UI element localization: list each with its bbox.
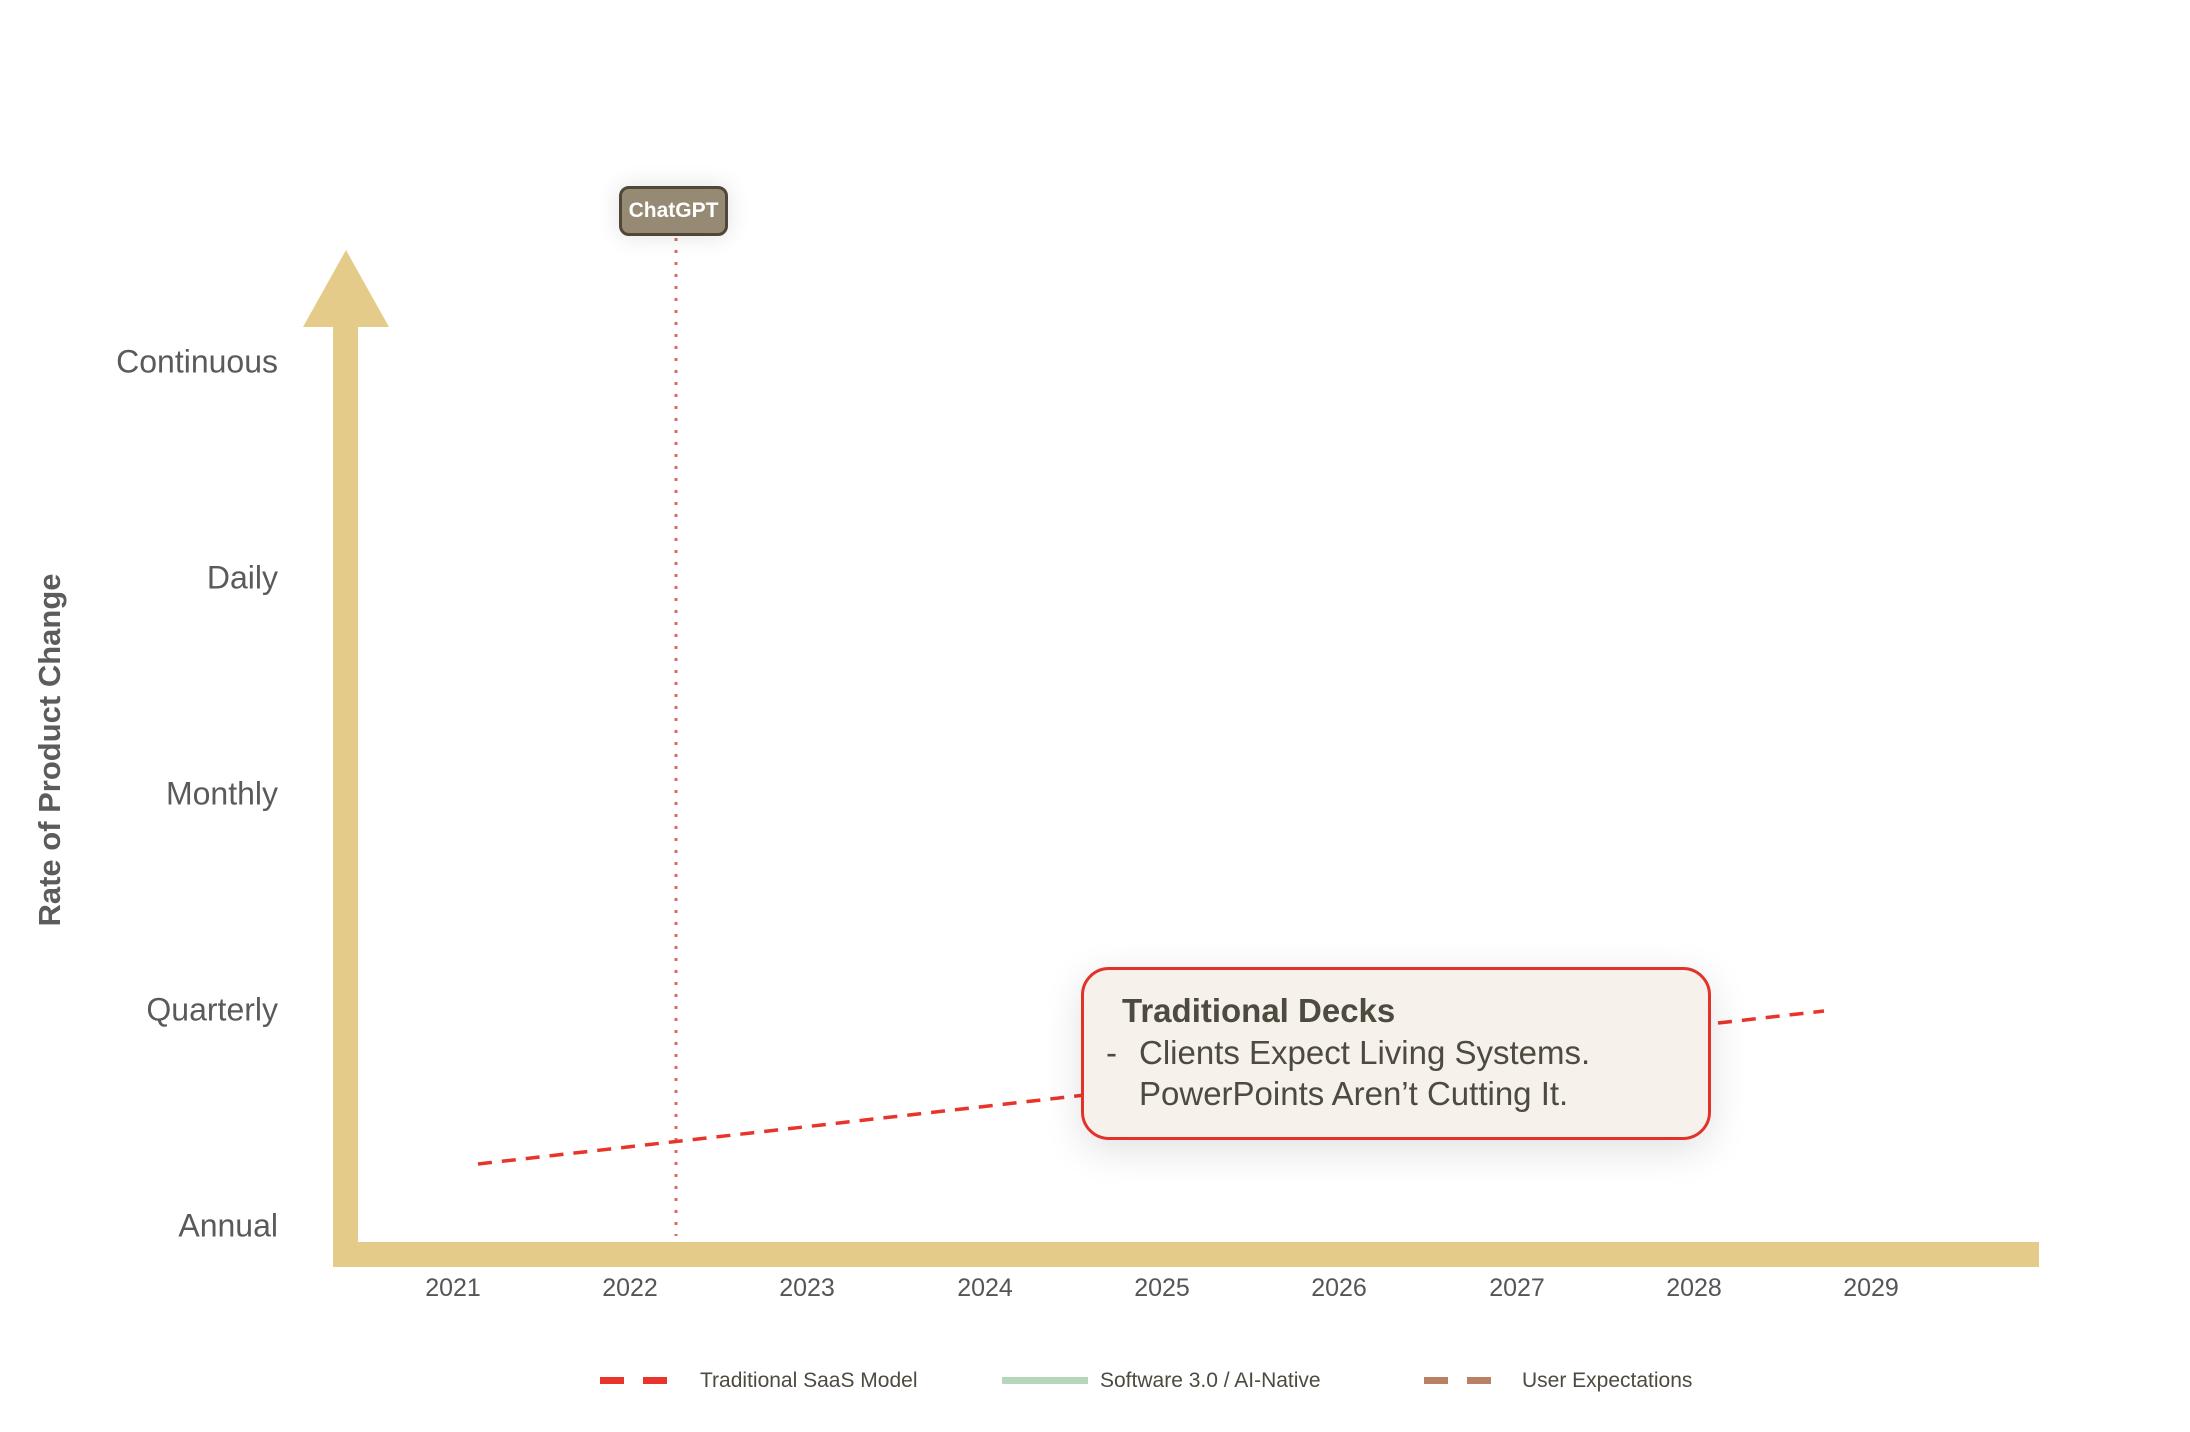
x-axis-bar bbox=[333, 1242, 2039, 1267]
x-label-2024: 2024 bbox=[957, 1274, 1013, 1302]
x-label-2029: 2029 bbox=[1843, 1274, 1899, 1302]
x-label-2022: 2022 bbox=[602, 1274, 658, 1302]
legend-label: Traditional SaaS Model bbox=[700, 1369, 918, 1392]
legend-item-software-3-ai-native[interactable]: Software 3.0 / AI-Native bbox=[1002, 1366, 1321, 1396]
x-label-2026: 2026 bbox=[1311, 1274, 1367, 1302]
solid-line-swatch-icon bbox=[1002, 1377, 1088, 1384]
legend-item-traditional-saas[interactable]: Traditional SaaS Model bbox=[600, 1366, 918, 1396]
y-label-daily: Daily bbox=[206, 559, 278, 596]
chatgpt-marker-label: ChatGPT bbox=[619, 186, 728, 236]
traditional-decks-callout: Traditional Decks - Clients Expect Livin… bbox=[1081, 967, 1711, 1140]
dashed-line-swatch-icon bbox=[600, 1377, 667, 1384]
x-label-2023: 2023 bbox=[779, 1274, 835, 1302]
legend-label: User Expectations bbox=[1522, 1369, 1693, 1392]
legend-label: Software 3.0 / AI-Native bbox=[1100, 1369, 1321, 1392]
y-label-monthly: Monthly bbox=[165, 775, 278, 812]
y-label-annual: Annual bbox=[178, 1207, 278, 1244]
dashed-line-swatch-icon bbox=[1424, 1377, 1491, 1384]
y-label-continuous: Continuous bbox=[116, 343, 278, 380]
legend-item-user-expectations[interactable]: User Expectations bbox=[1424, 1366, 1692, 1396]
callout-line-1: Clients Expect Living Systems. bbox=[1139, 1034, 1591, 1071]
x-label-2027: 2027 bbox=[1489, 1274, 1545, 1302]
x-label-2021: 2021 bbox=[425, 1274, 481, 1302]
y-axis-arrow bbox=[303, 250, 389, 1267]
callout-line-2: PowerPoints Aren’t Cutting It. bbox=[1139, 1075, 1569, 1112]
callout-bullet: - bbox=[1106, 1034, 1117, 1071]
x-label-2028: 2028 bbox=[1666, 1274, 1722, 1302]
callout-title: Traditional Decks bbox=[1122, 992, 1396, 1029]
y-label-quarterly: Quarterly bbox=[146, 991, 278, 1028]
x-label-2025: 2025 bbox=[1134, 1274, 1190, 1302]
